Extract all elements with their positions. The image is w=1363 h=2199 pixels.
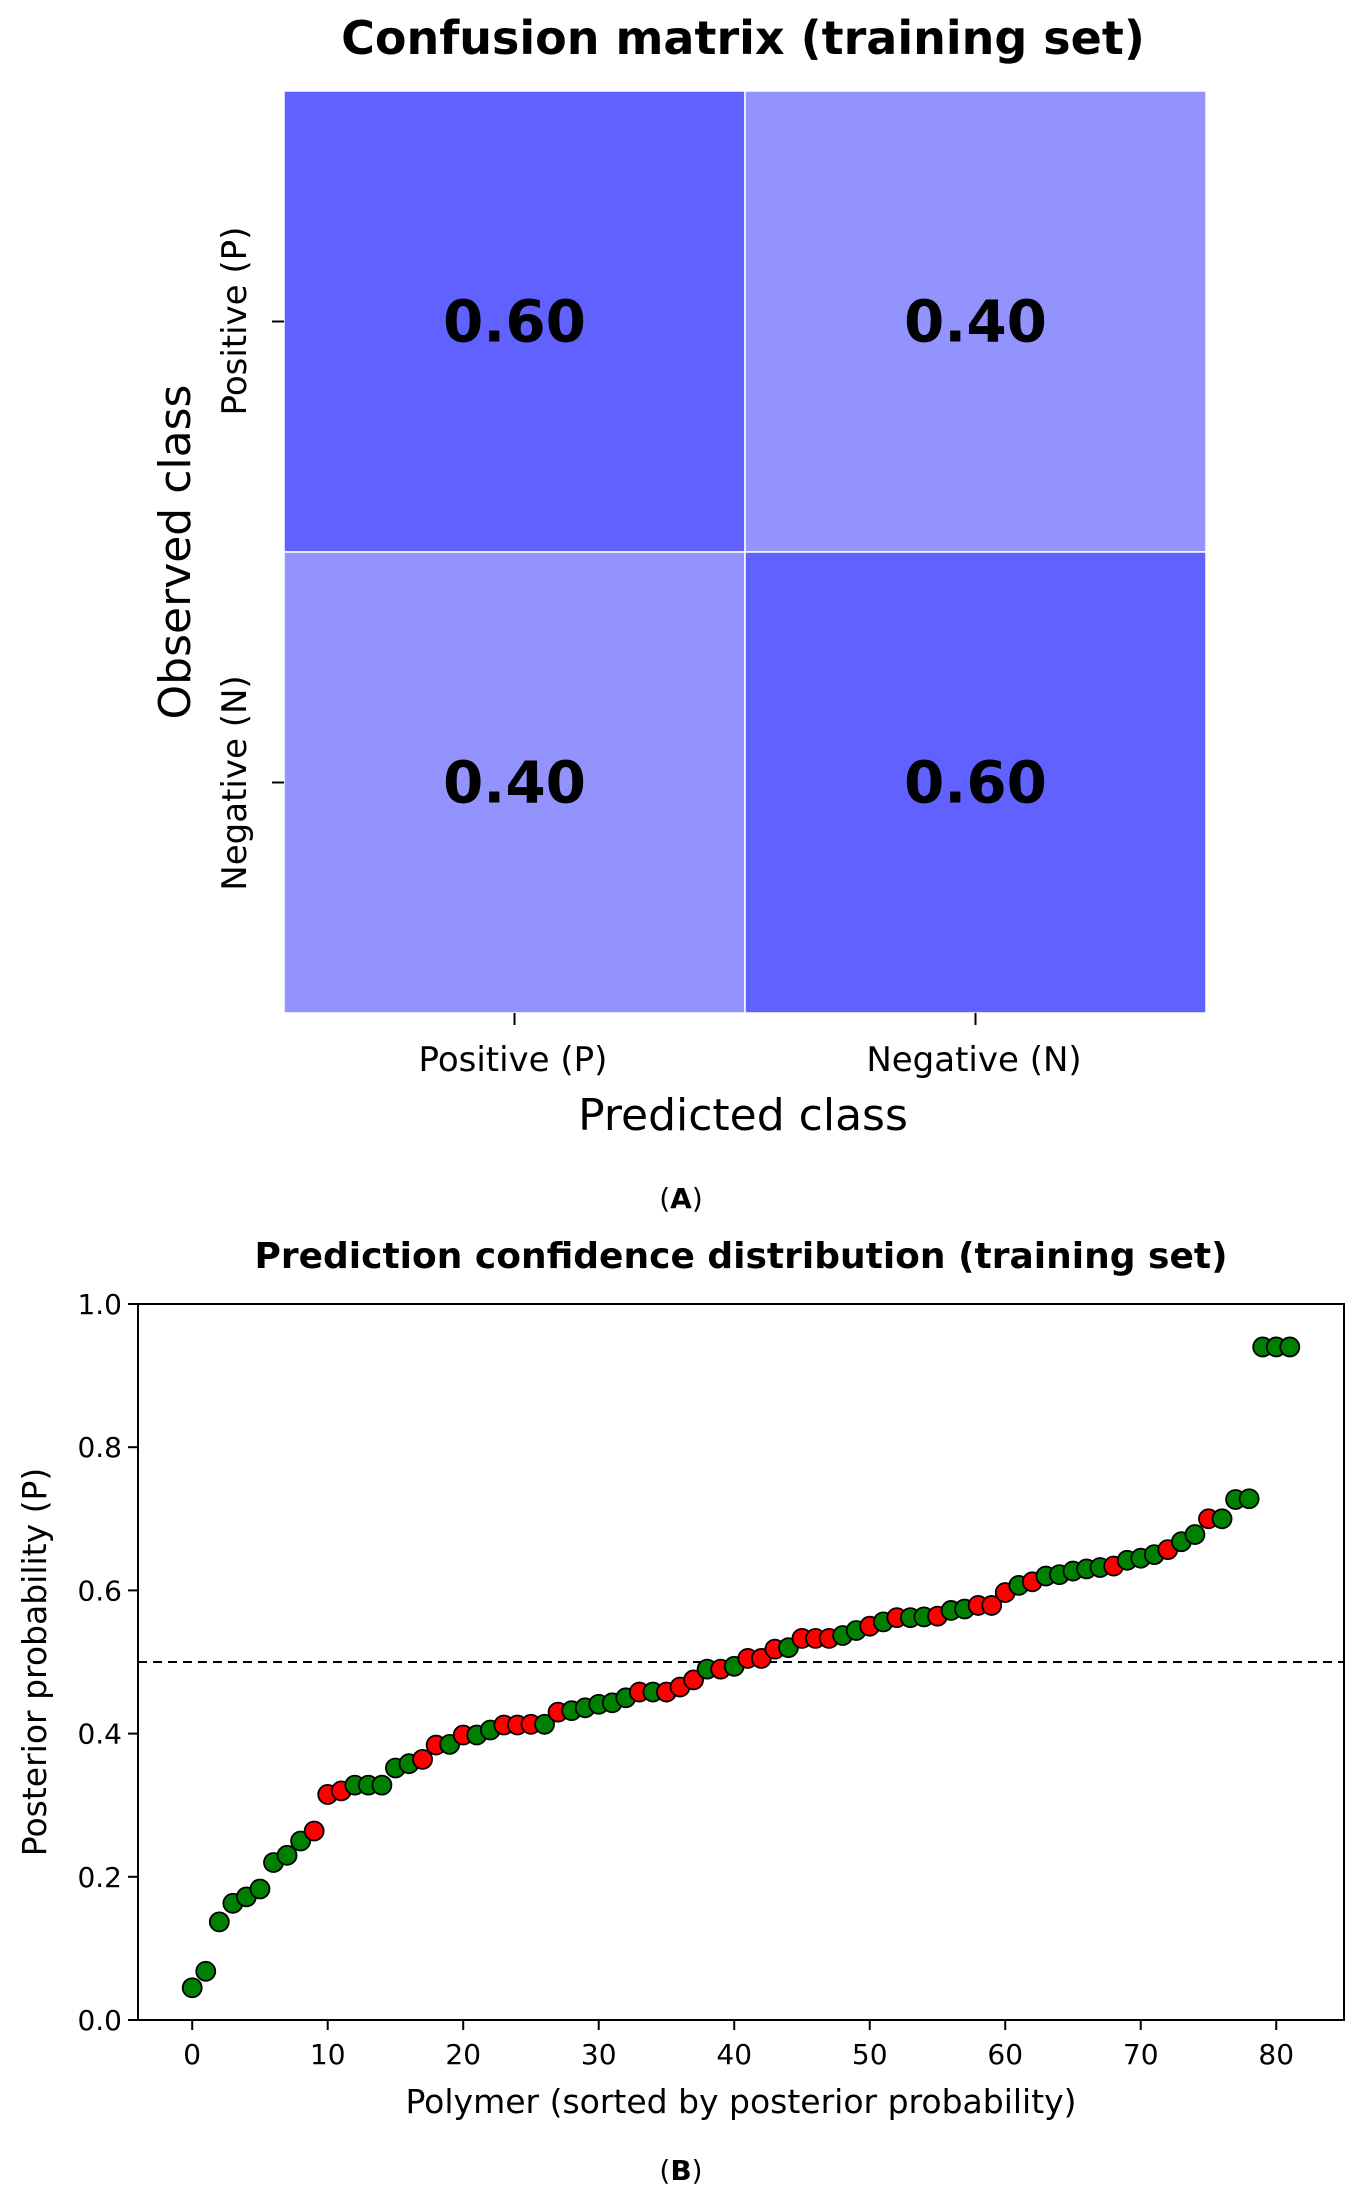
y-tick-label: 0.4 <box>77 1718 122 1751</box>
y-tick-label: 0.6 <box>77 1574 122 1607</box>
data-point <box>981 1595 1003 1616</box>
panel-label-a: (A) <box>659 1182 703 1215</box>
cm-ytick-label: Negative (N) <box>215 675 255 890</box>
cm-cell <box>744 551 1207 1014</box>
y-tick-label: 0.2 <box>77 1861 122 1894</box>
y-tick-label: 0.0 <box>77 2004 122 2037</box>
data-point <box>249 1878 271 1900</box>
data-point <box>1184 1524 1206 1545</box>
scatter-chart: Prediction confidence distribution (trai… <box>15 1236 1345 2121</box>
cm-value-label: 0.60 <box>443 288 586 356</box>
x-tick-label: 60 <box>987 2038 1023 2071</box>
cm-ytick-label: Positive (P) <box>215 227 255 416</box>
confusion-matrix-chart: Confusion matrix (training set) 0.60 0.40… <box>150 11 1207 1141</box>
data-point <box>276 1844 298 1866</box>
x-tick-label: 40 <box>716 2038 752 2071</box>
data-point <box>534 1713 555 1735</box>
x-ticks: 0 10 20 30 40 50 60 70 80 <box>183 2020 1294 2071</box>
cm-value-label: 0.60 <box>904 749 1047 817</box>
x-tick-label: 80 <box>1258 2038 1294 2071</box>
panel-label-b-letter: B <box>670 2154 691 2187</box>
cm-ylabel: Observed class <box>150 385 201 720</box>
panel-label-a-letter: A <box>670 1182 692 1215</box>
cm-cell <box>283 551 746 1014</box>
data-point <box>1238 1488 1260 1510</box>
cm-title: Confusion matrix (training set) <box>341 11 1145 65</box>
x-tick-label: 0 <box>183 2038 201 2071</box>
cm-cell <box>744 90 1207 553</box>
data-point <box>683 1669 704 1691</box>
cm-xtick-label: Negative (N) <box>866 1040 1081 1080</box>
x-tick-label: 30 <box>581 2038 617 2071</box>
scatter-points <box>181 1336 1301 1999</box>
x-tick-label: 10 <box>310 2038 346 2071</box>
scatter-xlabel: Polymer (sorted by posterior probability… <box>405 2082 1076 2121</box>
y-tick-label: 1.0 <box>77 1288 122 1321</box>
y-tick-label: 0.8 <box>77 1431 122 1464</box>
data-point <box>181 1977 203 1999</box>
x-tick-label: 20 <box>445 2038 481 2071</box>
cm-xlabel: Predicted class <box>578 1090 908 1141</box>
panel-label-b: (B) <box>659 2154 702 2187</box>
cm-value-label: 0.40 <box>443 749 586 817</box>
data-point <box>208 1911 230 1933</box>
data-point <box>1211 1508 1233 1530</box>
cm-ticks <box>272 320 977 1025</box>
cm-cell <box>283 90 746 553</box>
data-point <box>195 1960 217 1982</box>
cm-xtick-label: Positive (P) <box>419 1040 608 1080</box>
x-tick-label: 70 <box>1123 2038 1159 2071</box>
y-ticks: 0.0 0.2 0.4 0.6 0.8 1.0 <box>77 1288 138 2037</box>
x-tick-label: 50 <box>852 2038 888 2071</box>
data-point <box>1279 1336 1301 1358</box>
cm-cells: 0.60 0.40 0.40 0.60 <box>283 90 1207 1014</box>
cm-value-label: 0.40 <box>904 288 1047 356</box>
scatter-ylabel: Posterior probability (P) <box>15 1468 54 1857</box>
data-point <box>303 1820 325 1842</box>
data-point <box>412 1748 433 1770</box>
scatter-title: Prediction confidence distribution (trai… <box>254 1236 1227 1277</box>
plot-frame <box>137 1303 1345 2021</box>
data-point <box>371 1774 393 1796</box>
